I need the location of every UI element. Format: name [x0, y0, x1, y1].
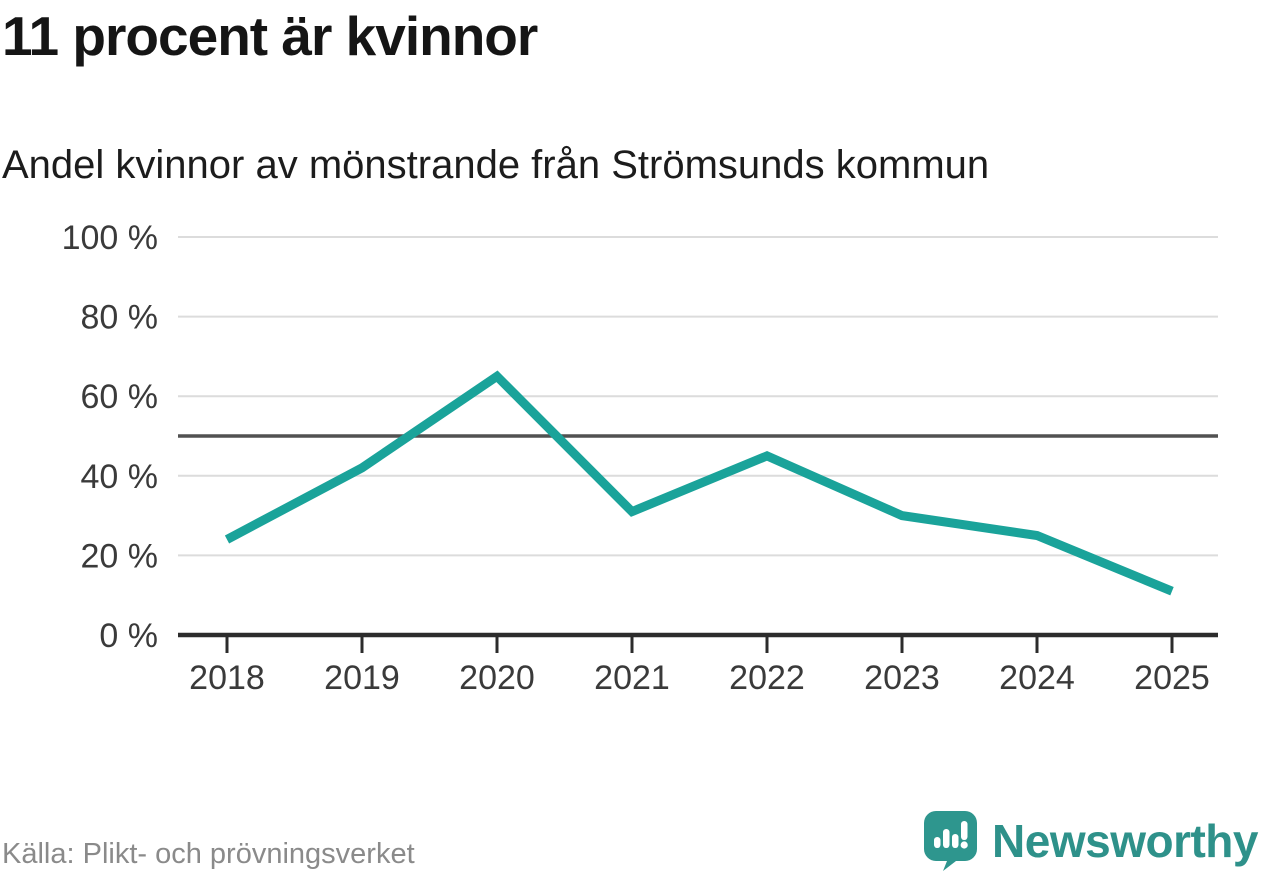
- x-tick-label: 2024: [999, 659, 1075, 697]
- data-line: [224, 370, 1174, 596]
- y-tick-label: 0 %: [99, 617, 158, 655]
- y-tick-label: 100 %: [62, 219, 158, 257]
- newsworthy-icon: [924, 811, 978, 871]
- y-tick-label: 60 %: [81, 378, 159, 416]
- x-tick-label: 2018: [189, 659, 265, 697]
- newsworthy-wordmark: Newsworthy: [992, 815, 1258, 867]
- x-tick-label: 2022: [729, 659, 805, 697]
- source-text: Källa: Plikt- och prövningsverket: [2, 838, 415, 870]
- page-title: 11 procent är kvinnor: [2, 5, 538, 67]
- chart-subtitle: Andel kvinnor av mönstrande från Strömsu…: [2, 143, 990, 187]
- x-tick-label: 2025: [1134, 659, 1210, 697]
- x-tick-label: 2021: [594, 659, 670, 697]
- x-tick-label: 2019: [324, 659, 400, 697]
- newsworthy-logo: Newsworthy: [924, 811, 1258, 871]
- x-tick-label: 2020: [459, 659, 535, 697]
- y-tick-label: 80 %: [81, 299, 159, 337]
- y-tick-label: 20 %: [81, 537, 159, 575]
- y-tick-label: 40 %: [81, 458, 159, 496]
- x-tick-label: 2023: [864, 659, 940, 697]
